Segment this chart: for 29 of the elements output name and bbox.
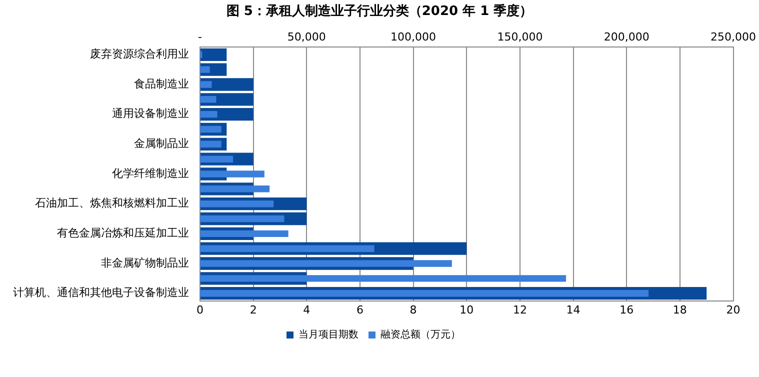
x-tick-label: 12 xyxy=(512,303,527,316)
x2-tick-label: - xyxy=(198,30,202,44)
x-tick-label: 20 xyxy=(726,303,740,316)
legend-label: 融资总额（万元） xyxy=(380,328,460,341)
x-tick-label: 4 xyxy=(303,303,310,316)
x-tick-label: 8 xyxy=(410,303,417,316)
x2-tick-label: 200,000 xyxy=(604,30,650,44)
x2-tick-label: 100,000 xyxy=(390,30,436,44)
y-tick-label: 金属制品业 xyxy=(134,137,189,150)
x2-tick-label: 50,000 xyxy=(287,30,326,44)
y-tick-label: 石油加工、炼焦和核燃料加工业 xyxy=(35,196,189,210)
x-tick-label: 10 xyxy=(460,303,474,316)
x2-tick-label: 250,000 xyxy=(710,30,756,44)
chart-title: 图 5：承租人制造业子行业分类（2020 年 1 季度） xyxy=(225,2,534,20)
y-tick-label: 非金属矿物制品业 xyxy=(101,256,189,270)
x2-tick-label: 150,000 xyxy=(497,30,543,44)
x-tick-label: 2 xyxy=(250,303,257,316)
y-tick-label: 计算机、通信和其他电子设备制造业 xyxy=(13,286,189,300)
x-tick-label: 6 xyxy=(356,303,364,316)
y-tick-label: 有色金属冶炼和压延加工业 xyxy=(57,226,189,240)
y-tick-label: 食品制造业 xyxy=(134,77,189,90)
y-tick-label: 通用设备制造业 xyxy=(112,107,189,120)
y-tick-label: 废弃资源综合利用业 xyxy=(90,48,189,61)
x-tick-label: 0 xyxy=(196,303,204,316)
x-tick-label: 16 xyxy=(620,303,634,316)
y-tick-label: 化学纤维制造业 xyxy=(112,166,189,180)
x-tick-label: 14 xyxy=(566,303,580,316)
legend-label: 当月项目期数 xyxy=(298,328,358,341)
x-tick-label: 18 xyxy=(672,303,687,316)
